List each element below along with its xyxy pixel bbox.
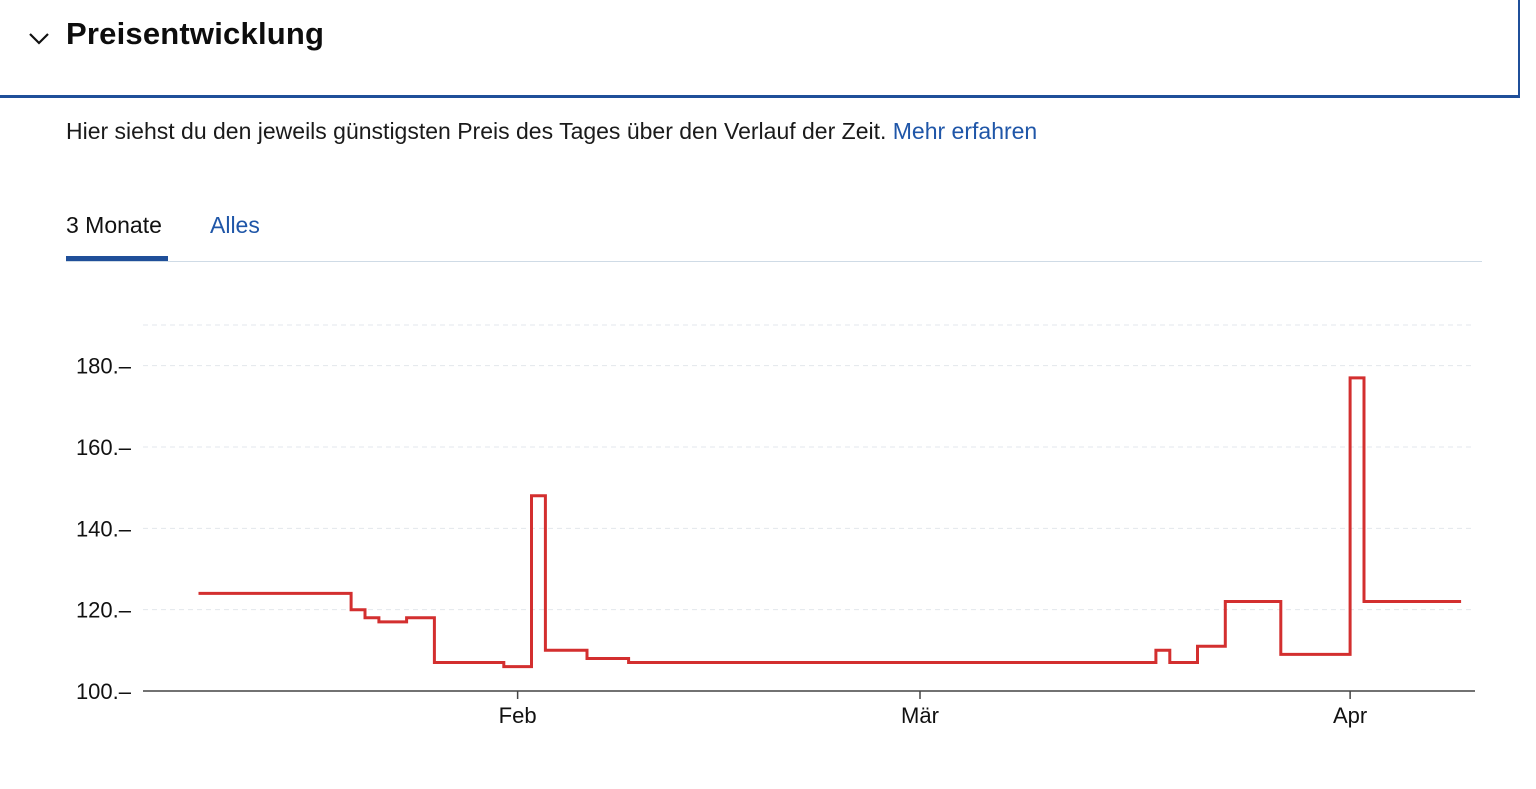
learn-more-link[interactable]: Mehr erfahren (892, 118, 1038, 144)
grid-lines (143, 324, 1475, 611)
x-tick-label: Feb (499, 703, 537, 728)
tab-all[interactable]: Alles (210, 212, 260, 238)
y-tick-label: 120.– (76, 598, 132, 623)
description-body: Hier siehst du den jeweils günstigsten P… (66, 118, 893, 144)
x-tick-label: Apr (1333, 703, 1367, 728)
period-tabs: 3 Monate Alles (66, 200, 1482, 262)
x-tick-label: Mär (901, 703, 939, 728)
y-tick-label: 160.– (76, 435, 132, 460)
x-axis: Feb Mär Apr (499, 691, 1367, 728)
description-text: Hier siehst du den jeweils günstigsten P… (66, 118, 1037, 145)
y-tick-label: 180.– (76, 354, 132, 379)
y-tick-label: 100.– (76, 679, 132, 704)
section-title: Preisentwicklung (66, 16, 325, 51)
price-history-chart: 100.– 120.– 140.– 160.– 180.– Feb Mär Apr (76, 324, 1475, 728)
price-series-line (198, 376, 1462, 669)
chevron-down-icon[interactable] (27, 26, 51, 50)
y-tick-label: 140.– (76, 516, 132, 541)
active-tab-indicator (66, 256, 168, 261)
series-layer (198, 376, 1462, 669)
tab-3-months[interactable]: 3 Monate (66, 212, 162, 238)
section-header[interactable]: Preisentwicklung (0, 0, 1520, 98)
y-axis: 100.– 120.– 140.– 160.– 180.– (76, 354, 132, 704)
